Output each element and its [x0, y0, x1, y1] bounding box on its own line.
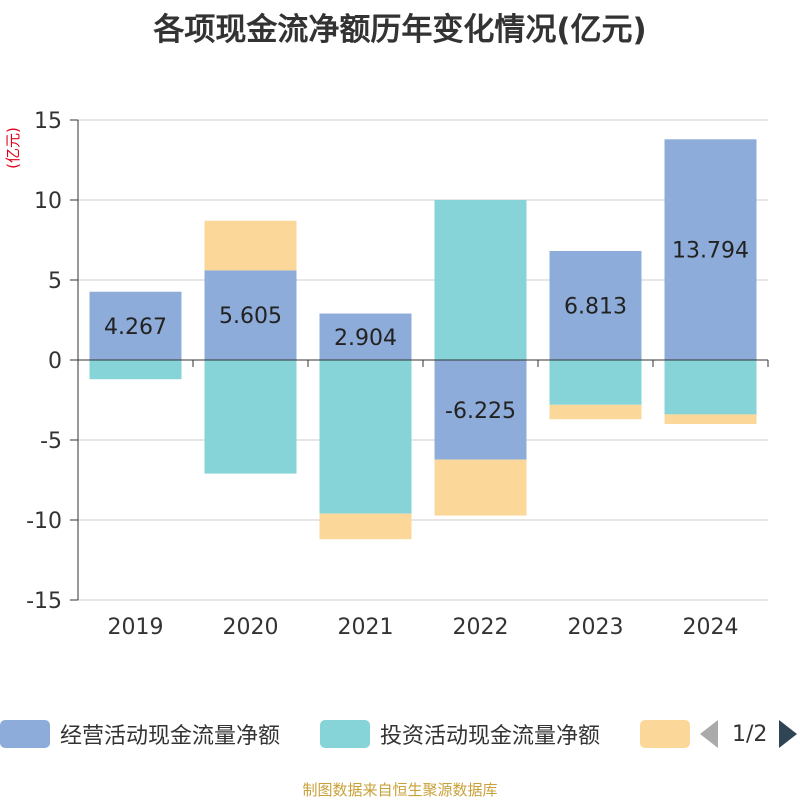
x-tick-label-2019: 2019: [108, 615, 164, 640]
bar-investing-2022: [434, 200, 527, 360]
x-tick-label-2022: 2022: [453, 615, 509, 640]
data-label-2021: 2.904: [334, 326, 397, 351]
x-tick-label-2023: 2023: [568, 615, 624, 640]
bar-investing-2020: [204, 360, 297, 474]
y-tick-label: -5: [40, 429, 62, 454]
source-note: 制图数据来自恒生聚源数据库: [302, 781, 498, 799]
bar-operating-2020: [204, 270, 297, 360]
chart-title: 各项现金流净额历年变化情况(亿元): [153, 12, 647, 48]
legend-swatch-financing: [640, 720, 690, 748]
bar-operating-2022: [434, 360, 527, 460]
pager-next-icon[interactable]: [779, 720, 798, 748]
cashflow-bar-chart: 15 10 5 0 -5 -10 -15 (亿元) 4.267 2019 5.605 2020 2.90…: [4, 109, 769, 640]
bar-financing-2023: [549, 404, 642, 420]
bar-operating-2023: [549, 250, 642, 360]
data-label-2019: 4.267: [104, 315, 167, 340]
bar-investing-2023: [549, 360, 642, 405]
data-label-2023: 6.813: [564, 294, 627, 319]
x-tick-label-2020: 2020: [223, 615, 279, 640]
bar-operating-2024: [664, 139, 757, 360]
bar-investing-2024: [664, 360, 757, 415]
x-tick-label-2024: 2024: [683, 615, 739, 640]
legend-item-financing[interactable]: [640, 719, 690, 749]
legend-item-investing[interactable]: 投资活动现金流量净额: [320, 719, 600, 749]
bar-investing-2019: [89, 360, 182, 380]
pager-text: 1/2: [732, 721, 768, 747]
bar-financing-2020: [204, 220, 297, 271]
bar-operating-2019: [89, 291, 182, 360]
legend-item-operating[interactable]: 经营活动现金流量净额: [0, 719, 280, 749]
legend-label-investing: 投资活动现金流量净额: [380, 724, 601, 749]
data-label-2024: 13.794: [672, 239, 749, 264]
legend-pager: 1/2: [700, 719, 798, 749]
legend-swatch-investing: [320, 720, 370, 748]
bar-financing-2021: [319, 513, 412, 540]
bar-financing-2022: [434, 459, 527, 516]
y-tick-label: 0: [48, 349, 62, 374]
y-axis-unit-label: (亿元): [4, 127, 22, 169]
legend-swatch-operating: [0, 720, 50, 748]
data-label-2022: -6.225: [445, 399, 516, 424]
bar-financing-2024: [664, 414, 757, 424]
y-tick-label: 15: [34, 109, 62, 134]
bar-operating-2021: [319, 313, 412, 360]
pager-prev-icon[interactable]: [700, 720, 718, 748]
x-tick-label-2021: 2021: [338, 615, 394, 640]
bar-investing-2021: [319, 360, 412, 514]
y-tick-label: -10: [26, 509, 62, 534]
data-label-2020: 5.605: [219, 304, 282, 329]
y-tick-label: 5: [48, 269, 62, 294]
legend-label-operating: 经营活动现金流量净额: [60, 724, 281, 749]
y-tick-label: -15: [26, 589, 62, 614]
y-tick-label: 10: [34, 189, 62, 214]
